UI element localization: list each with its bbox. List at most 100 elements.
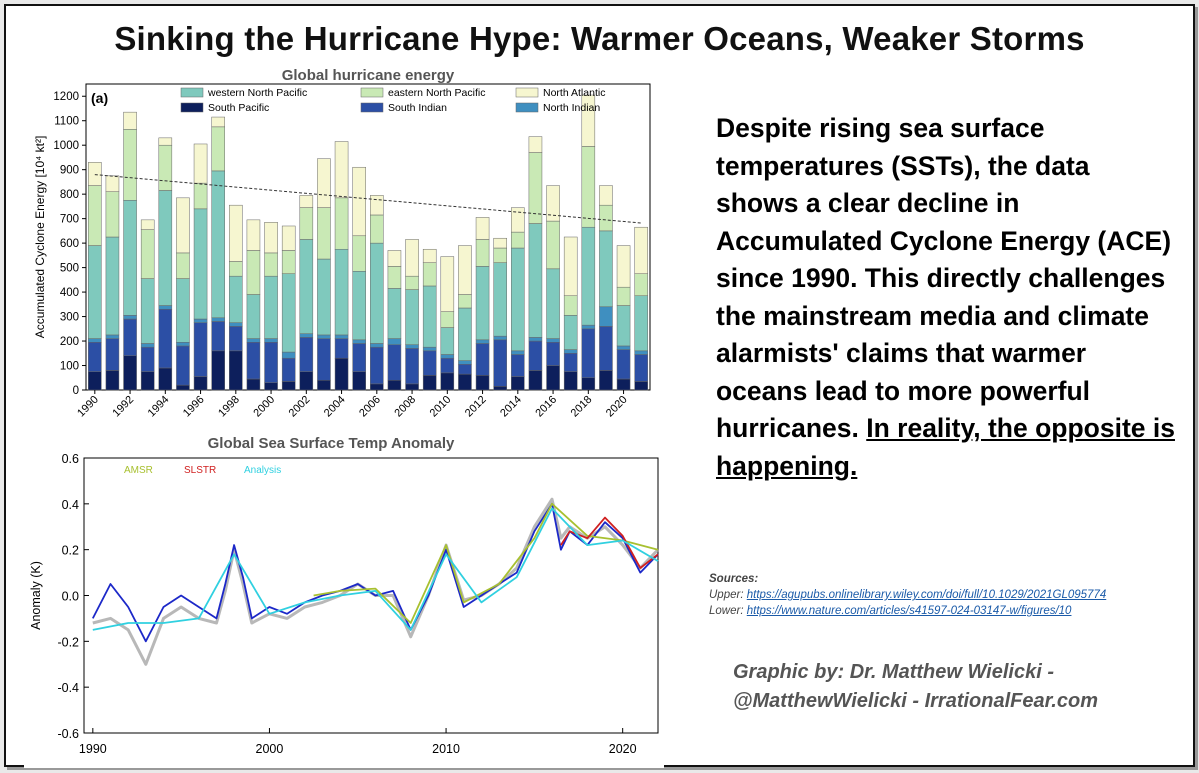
- ace-ytick-label-1100: 1100: [54, 116, 79, 128]
- ace-bar-western-north-pacific-2003: [317, 258, 331, 336]
- ace-xtick-label-2000: 2000: [251, 394, 277, 420]
- source-lower-link[interactable]: https://www.nature.com/articles/s41597-0…: [746, 605, 1072, 617]
- ace-bar-north-atlantic-2003: [317, 158, 331, 208]
- ace-ytick-label-600: 600: [60, 238, 79, 250]
- ace-bar-south-pacific-1997: [211, 350, 225, 391]
- ace-bar-north-indian-2014: [511, 350, 525, 355]
- ace-bar-north-indian-1995: [176, 342, 190, 347]
- ace-bar-eastern-north-pacific-2018: [581, 146, 596, 228]
- ace-bar-south-indian-2007: [387, 344, 402, 381]
- ace-bar-north-atlantic-1991: [105, 175, 120, 192]
- ace-xtick-label-2008: 2008: [392, 394, 418, 420]
- sst-legend-label-1: SLSTR: [184, 465, 216, 476]
- ace-bar-south-indian-2003: [317, 338, 331, 381]
- ace-bar-western-north-pacific-2005: [352, 271, 366, 341]
- ace-bar-north-atlantic-2016: [546, 185, 560, 222]
- ace-bar-south-indian-2002: [299, 337, 314, 372]
- ace-xtick-label-2010: 2010: [428, 394, 454, 420]
- ace-bar-western-north-pacific-1997: [211, 170, 225, 319]
- ace-bar-south-pacific-2002: [299, 371, 314, 391]
- ace-bar-south-pacific-2010: [440, 372, 455, 391]
- ace-bar-south-indian-2009: [422, 350, 437, 376]
- ace-ytick-label-300: 300: [60, 312, 79, 324]
- ace-bar-south-indian-2008: [405, 348, 419, 385]
- ace-bar-western-north-pacific-2013: [493, 262, 507, 337]
- ace-bar-western-north-pacific-2007: [387, 288, 402, 339]
- ace-legend-label-3: South Pacific: [208, 102, 269, 114]
- ace-bar-south-indian-2010: [440, 357, 455, 374]
- ace-bar-south-indian-2000: [264, 342, 278, 383]
- ace-bar-south-pacific-1990: [88, 371, 102, 391]
- ace-bar-north-atlantic-2001: [281, 225, 296, 251]
- ace-bar-south-pacific-2014: [511, 376, 525, 391]
- ace-bar-north-indian-2006: [370, 343, 384, 348]
- source-upper-link[interactable]: https://agupubs.onlinelibrary.wiley.com/…: [746, 589, 1107, 601]
- ace-bar-north-indian-1998: [229, 322, 243, 327]
- ace-bar-eastern-north-pacific-2020: [616, 286, 631, 306]
- ace-bar-north-indian-2001: [281, 351, 296, 359]
- ace-bar-western-north-pacific-2012: [475, 266, 490, 341]
- ace-bar-south-indian-2013: [493, 339, 507, 387]
- ace-bar-western-north-pacific-2015: [528, 223, 543, 338]
- ace-bar-north-indian-2013: [493, 335, 507, 341]
- ace-bar-eastern-north-pacific-2009: [422, 262, 437, 287]
- ace-ytick-label-1000: 1000: [53, 140, 79, 152]
- ace-xtick-label-2012: 2012: [463, 394, 489, 420]
- ace-bar-western-north-pacific-1996: [193, 208, 208, 320]
- sst-line-amsr: [313, 502, 659, 624]
- ace-bar-north-indian-1996: [193, 318, 208, 323]
- ace-bar-eastern-north-pacific-1991: [105, 191, 120, 238]
- ace-legend-swatch-3: [180, 102, 204, 113]
- ace-bar-south-pacific-2008: [405, 383, 419, 391]
- ace-bar-north-indian-2007: [387, 338, 402, 345]
- ace-bar-eastern-north-pacific-1999: [246, 250, 261, 295]
- ace-bar-south-pacific-2003: [317, 379, 331, 391]
- ace-bar-north-atlantic-1999: [246, 219, 261, 251]
- source-lower: Lower: https://www.nature.com/articles/s…: [709, 603, 1189, 619]
- ace-bar-south-pacific-2019: [599, 370, 613, 391]
- ace-bar-north-indian-2005: [352, 339, 366, 344]
- ace-bar-north-indian-2018: [581, 324, 596, 330]
- ace-bar-north-indian-1994: [158, 305, 173, 310]
- ace-bar-south-indian-1996: [193, 322, 208, 377]
- ace-bar-north-indian-2019: [599, 306, 613, 327]
- sst-plot-area: [83, 457, 659, 734]
- ace-bar-south-pacific-1995: [176, 384, 190, 391]
- source-upper: Upper: https://agupubs.onlinelibrary.wil…: [709, 587, 1189, 603]
- ace-xtick-label-2016: 2016: [533, 394, 559, 420]
- ace-bar-western-north-pacific-1992: [123, 200, 137, 316]
- ace-bar-western-north-pacific-2021: [634, 295, 648, 352]
- sst-xtick-label-1990: 1990: [79, 742, 107, 756]
- ace-ytick-label-800: 800: [60, 189, 79, 201]
- ace-bar-north-indian-2008: [405, 344, 419, 349]
- ace-bar-north-indian-2010: [440, 354, 455, 359]
- sst-line-slstr: [560, 516, 659, 569]
- ace-bar-south-indian-2015: [528, 340, 543, 371]
- ace-bar-eastern-north-pacific-1994: [158, 144, 173, 191]
- ace-bar-south-indian-1999: [246, 342, 261, 380]
- ace-legend-label-2: North Atlantic: [543, 87, 605, 99]
- sst-line-analysis: [92, 507, 659, 631]
- ace-legend-label-1: eastern North Pacific: [388, 87, 485, 99]
- ace-panel-label: (a): [91, 90, 108, 106]
- ace-bar-north-atlantic-1997: [211, 116, 225, 128]
- ace-ytick-label-0: 0: [73, 385, 79, 397]
- ace-bar-north-atlantic-2007: [387, 250, 402, 267]
- infographic-frame: Sinking the Hurricane Hype: Warmer Ocean…: [4, 4, 1195, 768]
- ace-ytick-label-100: 100: [60, 361, 79, 373]
- ace-bar-north-indian-2004: [334, 334, 349, 339]
- ace-bar-north-atlantic-2011: [458, 245, 472, 295]
- ace-bar-north-atlantic-1993: [140, 219, 155, 230]
- ace-bar-north-atlantic-2013: [493, 237, 507, 249]
- ace-bar-south-pacific-2013: [493, 386, 507, 391]
- ace-bar-north-atlantic-2000: [264, 222, 278, 254]
- ace-ytick-label-400: 400: [60, 287, 79, 299]
- ace-legend-label-5: North Indian: [543, 102, 600, 114]
- ace-bar-south-indian-1990: [88, 342, 102, 372]
- ace-bar-north-atlantic-2006: [370, 195, 384, 216]
- ace-bar-eastern-north-pacific-2017: [563, 295, 578, 316]
- ace-bar-western-north-pacific-1991: [105, 236, 120, 336]
- ace-bar-north-indian-2009: [422, 346, 437, 352]
- ace-bar-western-north-pacific-2006: [370, 242, 384, 344]
- credit-block: Graphic by: Dr. Matthew Wielicki - @Matt…: [733, 658, 1193, 716]
